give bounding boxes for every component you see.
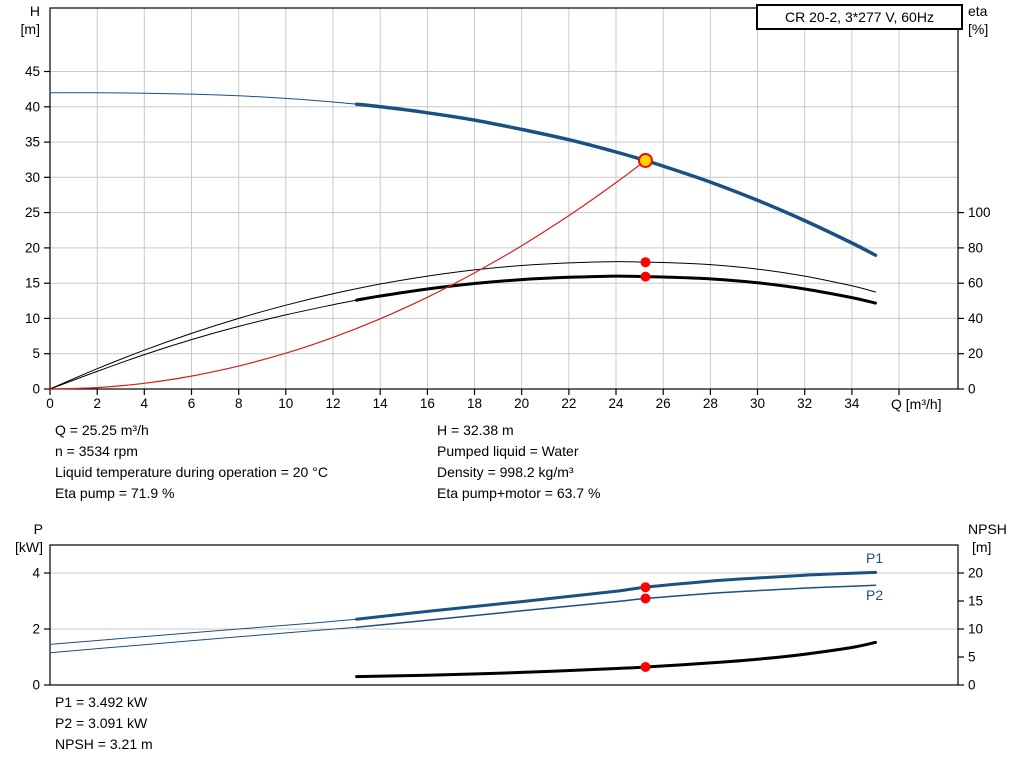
left-axis-tick-label: 4: [32, 566, 40, 581]
right-axis-tick-label: 100: [968, 205, 991, 220]
x-axis-tick-label: 4: [141, 396, 149, 411]
power-axis-title: P: [33, 521, 43, 537]
info-density: Density = 998.2 kg/m³: [437, 464, 574, 480]
right-axis-tick-label: 60: [968, 276, 983, 291]
right-axis-tick-label: 5: [968, 650, 976, 665]
info-p2: P2 = 3.091 kW: [55, 715, 148, 731]
left-axis-tick-label: 10: [25, 311, 40, 326]
info-npsh: NPSH = 3.21 m: [55, 736, 153, 752]
p1-curve-lead: [49, 618, 358, 645]
x-axis-tick-label: 0: [46, 396, 54, 411]
x-axis-tick-label: 16: [420, 396, 435, 411]
x-axis-tick-label: 34: [844, 396, 860, 411]
left-axis-tick-label: 15: [25, 276, 40, 291]
plot-border: [49, 7, 959, 390]
left-axis-tick-label: 0: [32, 382, 40, 397]
x-axis-tick-label: 32: [797, 396, 812, 411]
left-axis-tick-label: 20: [25, 240, 40, 255]
left-axis-tick-label: 30: [25, 170, 40, 185]
left-axis-tick-label: 0: [32, 678, 40, 693]
left-axis-tick-label: 2: [32, 622, 40, 637]
p2-curve: [355, 584, 877, 629]
info-temperature: Liquid temperature during operation = 20…: [55, 464, 328, 480]
info-flow: Q = 25.25 m³/h: [55, 422, 149, 438]
x-axis-tick-label: 2: [93, 396, 101, 411]
x-axis-tick-label: 30: [750, 396, 765, 411]
info-speed: n = 3534 rpm: [55, 443, 138, 459]
x-axis-tick-label: 24: [608, 396, 624, 411]
flow-axis-label: Q [m³/h]: [891, 396, 942, 412]
left-axis-tick-label: 25: [25, 205, 40, 220]
x-axis-tick-label: 26: [656, 396, 671, 411]
head-axis-unit: [m]: [20, 21, 40, 37]
left-axis-tick-label: 40: [25, 99, 40, 114]
eta-axis-title: eta: [968, 3, 988, 19]
p2-series-label: P2: [866, 587, 884, 603]
power-npsh-chart-svg: 0 2 4 0 5 10 15 20: [32, 544, 983, 693]
x-axis-tick-label: 8: [235, 396, 243, 411]
info-p1: P1 = 3.492 kW: [55, 694, 148, 710]
result-info: P1 = 3.492 kW P2 = 3.091 kW NPSH = 3.21 …: [55, 692, 153, 755]
eta-pump-motor-curve: [355, 274, 877, 305]
eta-axis-unit: [%]: [968, 21, 989, 37]
power-axis-unit: [kW]: [15, 539, 43, 555]
plot-border: [49, 544, 959, 686]
duty-point: [638, 153, 653, 168]
x-axis-tick-label: 22: [561, 396, 576, 411]
left-axis-tick-label: 35: [25, 135, 40, 150]
right-axis-tick-label: 15: [968, 594, 983, 609]
pump-designation-box: CR 20-2, 3*277 V, 60Hz: [756, 4, 963, 30]
p1-point: [640, 582, 651, 593]
right-axis-tick-label: 0: [968, 382, 976, 397]
duty-info-left: Q = 25.25 m³/h n = 3534 rpm Liquid tempe…: [55, 420, 328, 504]
npsh-axis-unit: [m]: [972, 539, 992, 555]
left-axis-tick-label: 45: [25, 64, 40, 79]
info-head: H = 32.38 m: [437, 422, 514, 438]
x-axis-tick-label: 14: [373, 396, 389, 411]
right-axis-tick-label: 10: [968, 622, 983, 637]
head-axis-title: H: [29, 3, 40, 19]
x-axis-tick-label: 18: [467, 396, 482, 411]
system-curve: [49, 159, 647, 390]
npsh-axis-title: NPSH: [968, 521, 1007, 537]
eta-pump-curve: [49, 261, 876, 390]
p1-series-label: P1: [866, 550, 884, 566]
info-liquid: Pumped liquid = Water: [437, 443, 579, 459]
head-curve-lead: [49, 92, 358, 105]
npsh-point: [640, 662, 651, 672]
info-eta-pump: Eta pump = 71.9 %: [55, 485, 175, 501]
right-axis-tick-label: 40: [968, 311, 983, 326]
right-axis-tick-label: 20: [968, 346, 983, 361]
eta-pump-motor-lead: [49, 299, 358, 390]
x-axis-tick-label: 10: [278, 396, 293, 411]
duty-info-right: H = 32.38 m Pumped liquid = Water Densit…: [437, 420, 600, 504]
right-axis-tick-label: 0: [968, 678, 976, 693]
right-axis-tick-label: 20: [968, 566, 983, 581]
x-axis-tick-label: 12: [325, 396, 340, 411]
p2-point: [640, 593, 651, 604]
p2-curve-lead: [49, 626, 358, 654]
x-axis-tick-label: 20: [514, 396, 529, 411]
head-curve: [354, 102, 878, 257]
x-axis-tick-label: 28: [703, 396, 718, 411]
left-axis-tick-label: 5: [32, 346, 40, 361]
eta-pump-motor-point: [640, 271, 651, 282]
npsh-curve: [355, 640, 877, 679]
right-axis-tick-label: 80: [968, 240, 983, 255]
p1-curve: [355, 570, 877, 621]
x-axis-tick-label: 6: [188, 396, 196, 411]
info-eta-pump-motor: Eta pump+motor = 63.7 %: [437, 485, 601, 501]
eta-pump-point: [640, 257, 651, 268]
